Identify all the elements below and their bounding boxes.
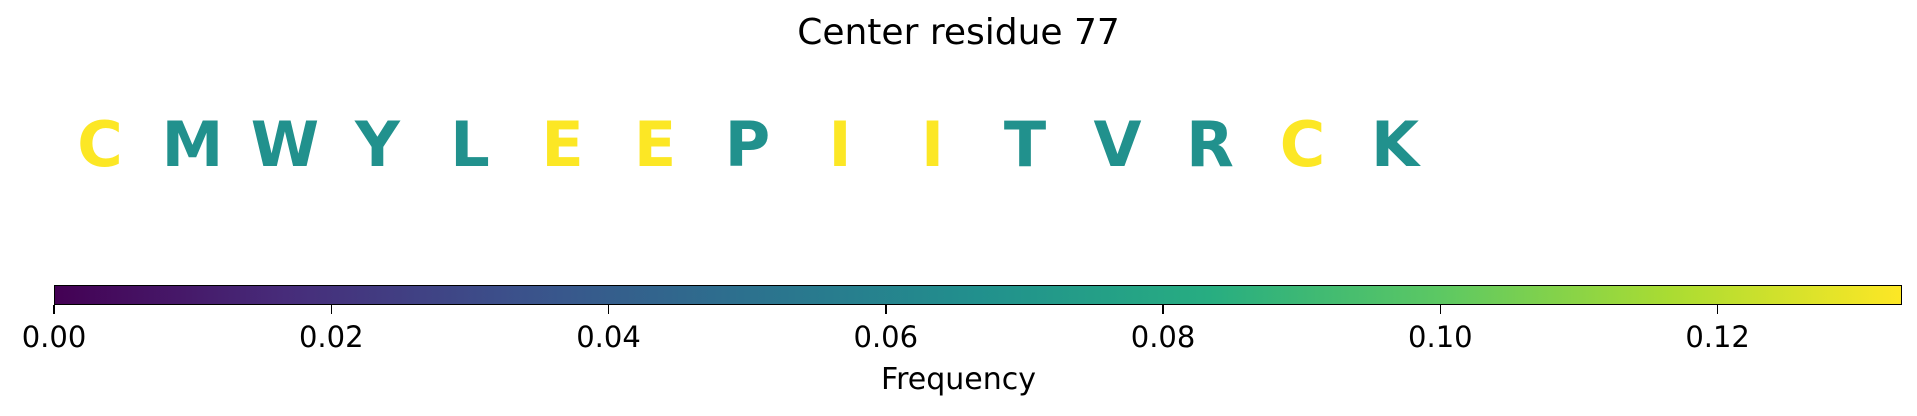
residue-letter: Y	[355, 108, 400, 181]
colorbar-gradient	[55, 286, 1901, 304]
residue-letter: C	[1279, 108, 1326, 181]
colorbar-tick	[607, 305, 610, 314]
residue-letter: E	[633, 108, 677, 181]
residue-letter: V	[1093, 108, 1142, 181]
colorbar-tick-label: 0.06	[853, 320, 919, 354]
residue-letter: T	[1003, 108, 1047, 181]
residue-letter: W	[250, 108, 320, 181]
residue-letter: C	[77, 108, 123, 181]
colorbar	[54, 285, 1902, 305]
colorbar-label: Frequency	[881, 362, 1036, 397]
residue-letter: P	[724, 108, 771, 181]
chart-title: Center residue 77	[797, 12, 1120, 53]
colorbar-tick-label: 0.02	[298, 320, 364, 354]
residue-letter: E	[541, 108, 584, 181]
colorbar-tick	[885, 305, 887, 314]
colorbar-tick-label: 0.00	[21, 320, 87, 354]
residue-letter: M	[161, 108, 224, 181]
residue-letter: I	[920, 108, 945, 181]
colorbar-tick-label: 0.04	[576, 320, 641, 354]
residue-letter: R	[1186, 108, 1234, 181]
colorbar-tick	[53, 305, 55, 314]
colorbar-tick	[1716, 305, 1719, 314]
residue-letter: I	[828, 108, 852, 181]
colorbar-tick-label: 0.10	[1408, 320, 1473, 354]
colorbar-tick	[1162, 305, 1164, 314]
colorbar-tick	[330, 305, 333, 314]
colorbar-tick-label: 0.08	[1130, 320, 1196, 354]
residue-letter: K	[1370, 108, 1420, 181]
colorbar-tick	[1439, 305, 1442, 314]
colorbar-tick-label: 0.12	[1685, 320, 1750, 354]
residue-letter: L	[450, 108, 490, 181]
